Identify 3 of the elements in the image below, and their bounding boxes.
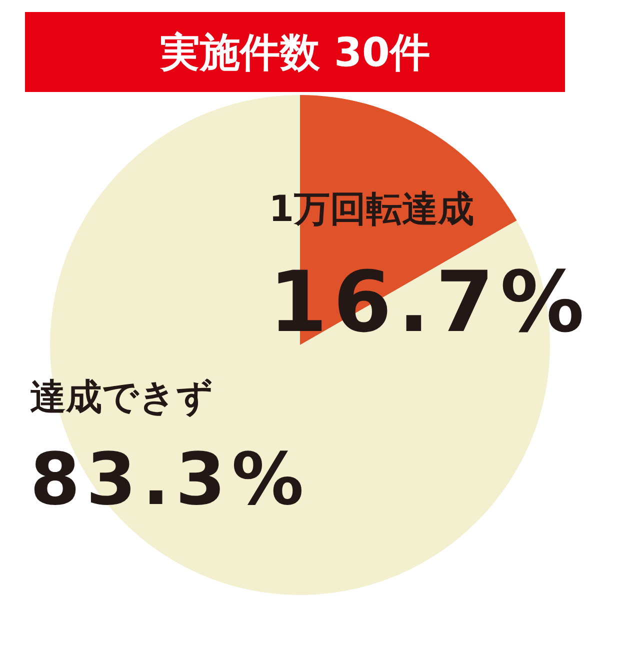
slice-label: 達成できず — [30, 377, 213, 418]
data-label: 83.3% — [30, 437, 310, 522]
chart-title: 実施件数 30件 — [159, 30, 430, 76]
